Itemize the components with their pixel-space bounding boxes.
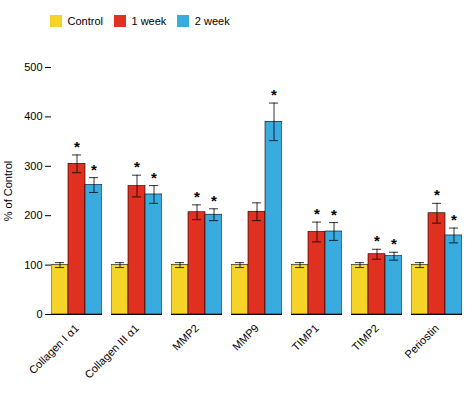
html-text:1 week: 1 week xyxy=(131,14,167,27)
svg-text:*: * xyxy=(434,186,440,203)
svg-text:200: 200 xyxy=(24,209,42,221)
html-text:Control: Control xyxy=(67,14,103,27)
svg-text:400: 400 xyxy=(24,110,42,122)
svg-text:Collagen I α1: Collagen I α1 xyxy=(26,321,81,376)
svg-text:*: * xyxy=(331,205,337,222)
svg-text:*: * xyxy=(74,137,80,154)
svg-text:*: * xyxy=(271,86,277,103)
html-text:2 week: 2 week xyxy=(194,14,230,27)
svg-text:TIMP1: TIMP1 xyxy=(290,321,321,352)
svg-text:*: * xyxy=(451,211,457,228)
svg-text:*: * xyxy=(314,205,320,222)
svg-text:*: * xyxy=(211,191,217,208)
svg-text:100: 100 xyxy=(24,258,42,270)
svg-text:*: * xyxy=(91,160,97,177)
svg-text:*: * xyxy=(194,187,200,204)
svg-text:*: * xyxy=(134,158,140,175)
svg-text:% of Control: % of Control xyxy=(2,160,14,221)
svg-text:0: 0 xyxy=(36,308,42,320)
svg-text:TIMP2: TIMP2 xyxy=(350,321,381,352)
svg-text:MMP2: MMP2 xyxy=(170,321,201,352)
svg-text:500: 500 xyxy=(24,61,42,73)
svg-text:Periostin: Periostin xyxy=(402,321,441,360)
svg-text:*: * xyxy=(391,235,397,252)
svg-text:MMP9: MMP9 xyxy=(230,321,261,352)
svg-text:300: 300 xyxy=(24,159,42,171)
svg-text:*: * xyxy=(151,168,157,185)
svg-text:Collagen III α1: Collagen III α1 xyxy=(82,321,141,380)
svg-text:*: * xyxy=(374,232,380,249)
